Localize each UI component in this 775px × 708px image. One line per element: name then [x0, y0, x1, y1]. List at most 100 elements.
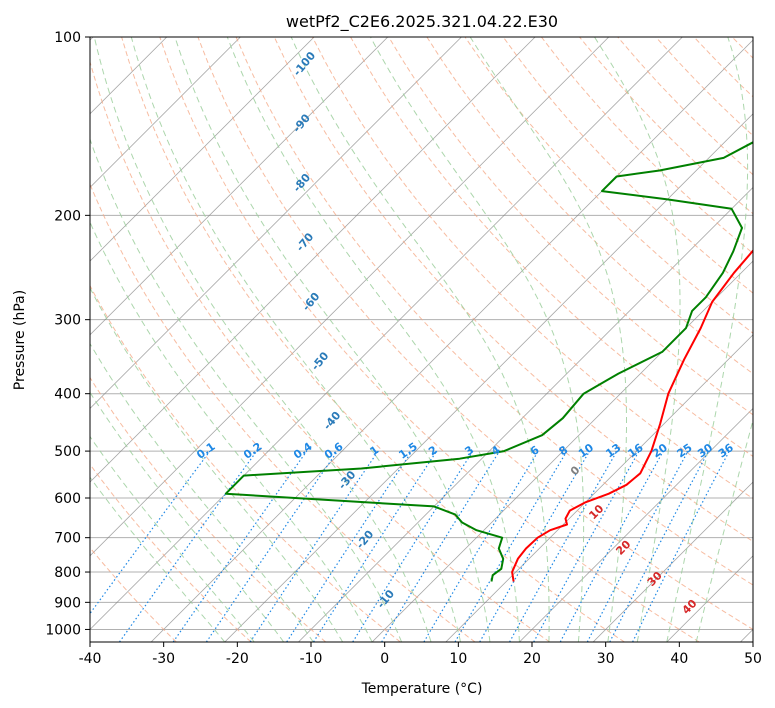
- dry-adiabat-line: [90, 60, 551, 642]
- isotherm-line: [90, 37, 536, 483]
- moist-adiabat-line: [90, 342, 314, 642]
- moist-adiabat-line: [594, 37, 681, 642]
- plot-frame: [89, 36, 754, 643]
- mixing-ratio-line: [205, 450, 338, 642]
- y-tick-label: 1000: [45, 622, 81, 638]
- mixing-ratio-label: 0.4: [291, 440, 315, 462]
- dry-adiabat-line: [388, 37, 753, 416]
- y-tick-label: 900: [54, 595, 81, 611]
- moist-adiabat-line: [90, 476, 226, 642]
- isotherm-line: [592, 481, 753, 642]
- x-tick-label: -30: [152, 651, 175, 667]
- dry-adiabat-label: -30: [336, 468, 359, 492]
- x-tick-label: 10: [449, 651, 467, 667]
- y-tick-label: 500: [54, 444, 81, 460]
- x-tick-label: 20: [523, 651, 541, 667]
- moist-adiabat-line: [666, 37, 749, 642]
- y-tick-label: 400: [54, 387, 81, 403]
- mixing-ratio-line: [586, 450, 689, 642]
- axes-layer: -40 -30 -20 -10 0 10 20 30 40 5010020030040050060…: [45, 30, 762, 667]
- mixing-ratio-line: [632, 450, 730, 642]
- mixing-ratio-line: [312, 450, 438, 642]
- moist-adiabats-layer: [90, 37, 753, 642]
- x-tick-label: 0: [380, 651, 389, 667]
- dry-adiabat-label: -50: [309, 349, 332, 373]
- mixing-ratio-label: 30: [695, 441, 715, 461]
- moist-adiabat-line: [130, 37, 461, 642]
- mixing-ratio-line: [286, 450, 413, 642]
- moist-adiabat-line: [290, 37, 550, 642]
- moist-adiabat-label: 10: [586, 502, 606, 522]
- isotherm-line: [90, 37, 683, 631]
- y-tick-label: 800: [54, 565, 81, 581]
- moist-adiabat-label: 20: [613, 538, 633, 558]
- mixing-ratio-line: [90, 450, 211, 615]
- dry-adiabat-line: [90, 546, 177, 642]
- moist-adiabat-line: [90, 220, 373, 642]
- isotherm-line: [224, 113, 753, 642]
- dry-adiabat-label: -20: [354, 528, 377, 552]
- x-tick-label: 30: [597, 651, 615, 667]
- y-tick-label: 600: [54, 491, 81, 507]
- dry-adiabat-label: -40: [321, 409, 344, 433]
- dry-adiabat-line: [90, 376, 327, 642]
- dry-adiabat-label: -60: [300, 290, 323, 314]
- mixing-ratio-line: [352, 450, 474, 642]
- x-axis-label: Temperature (°C): [361, 681, 483, 697]
- dry-adiabat-line: [235, 37, 753, 586]
- mixing-ratio-line: [172, 450, 308, 642]
- isotherm-line: [519, 407, 753, 642]
- moist-adiabat-line: [90, 391, 285, 642]
- dry-adiabat-line: [502, 37, 753, 294]
- y-tick-label: 200: [54, 208, 81, 224]
- moist-adiabat-line: [226, 37, 520, 642]
- dry-adiabat-label: -10: [374, 587, 397, 611]
- y-axis-label: Pressure (hPa): [12, 290, 28, 390]
- series-layer: [224, 141, 753, 582]
- mixing-ratio-label: 16: [626, 441, 646, 461]
- mixing-ratio-layer: [90, 450, 730, 642]
- moist-adiabat-line: [90, 137, 403, 642]
- isotherm-line: [90, 37, 241, 189]
- x-tick-label: 40: [670, 651, 688, 667]
- moist-adiabat-line: [174, 37, 491, 642]
- isotherm-line: [90, 37, 610, 557]
- isotherm-line: [90, 37, 389, 336]
- temperature-profile-line: [511, 249, 753, 582]
- mixing-ratio-label: 10: [576, 441, 596, 461]
- chart-title: wetPf2_C2E6.2025.321.04.22.E30: [286, 12, 558, 32]
- dry-adiabats-layer: [90, 37, 753, 642]
- mixing-ratio-label: 36: [716, 441, 736, 461]
- mixing-ratio-line: [249, 450, 379, 642]
- isotherm-line: [90, 37, 462, 410]
- mixing-ratio-line: [119, 450, 258, 642]
- mixing-ratio-label: 25: [675, 441, 695, 460]
- dry-adiabat-line: [311, 37, 753, 500]
- moist-adiabat-label: 0: [568, 463, 583, 478]
- mixing-ratio-line: [454, 450, 568, 642]
- x-tick-label: -40: [79, 651, 102, 667]
- moist-adiabat-line: [93, 37, 432, 642]
- dry-adiabat-line: [426, 37, 753, 375]
- isotherm-line: [666, 555, 753, 642]
- dry-adiabat-label: -80: [290, 171, 313, 195]
- moist-adiabat-label: 40: [680, 597, 700, 617]
- x-tick-label: -20: [226, 651, 249, 667]
- mixing-ratio-label: 13: [603, 441, 623, 460]
- moist-adiabat-line: [695, 418, 753, 642]
- mixing-ratio-line: [533, 450, 640, 642]
- isotherm-line: [90, 37, 315, 262]
- isotherm-line: [371, 260, 753, 642]
- mixing-ratio-label: 0.6: [322, 440, 346, 462]
- y-tick-label: 700: [54, 531, 81, 547]
- dry-adiabat-line: [90, 463, 252, 642]
- mixing-ratio-line: [509, 450, 618, 642]
- dry-adiabat-line: [693, 37, 753, 98]
- mixing-ratio-label: 0.1: [194, 440, 217, 462]
- mixing-ratio-line: [381, 450, 501, 642]
- dry-adiabat-line: [121, 37, 625, 642]
- y-tick-label: 100: [54, 30, 81, 46]
- y-tick-label: 300: [54, 313, 81, 329]
- dry-adiabat-line: [617, 37, 753, 176]
